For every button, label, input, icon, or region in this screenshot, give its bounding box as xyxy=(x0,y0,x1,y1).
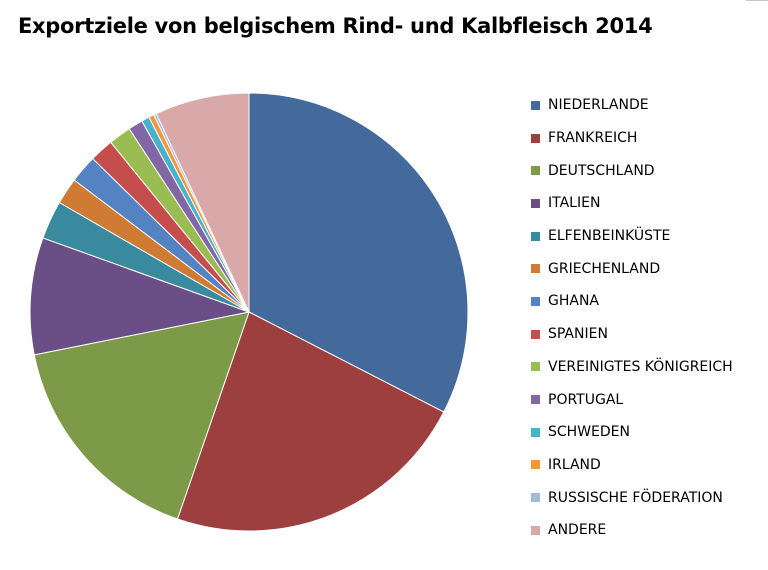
legend-label: FRANKREICH xyxy=(548,130,638,147)
legend-label: SCHWEDEN xyxy=(548,424,630,441)
legend-swatch xyxy=(531,166,540,176)
legend-label: VEREINIGTES KÖNIGREICH xyxy=(548,358,733,375)
pie-slice-andere xyxy=(155,92,250,313)
legend-label: ITALIEN xyxy=(548,195,601,212)
legend-swatch xyxy=(531,427,540,437)
legend-item: RUSSISCHE FÖDERATION xyxy=(531,481,733,514)
legend-swatch xyxy=(531,296,540,306)
legend-item: ELFENBEINKÜSTE xyxy=(531,220,733,253)
legend-item: VEREINIGTES KÖNIGREICH xyxy=(531,351,733,384)
legend-item: NIEDERLANDE xyxy=(531,89,733,122)
pie-slice-deutschland xyxy=(33,311,250,520)
legend-swatch xyxy=(531,133,540,143)
legend-label: SPANIEN xyxy=(548,326,608,343)
legend-label: GHANA xyxy=(548,293,600,310)
legend-swatch xyxy=(531,100,540,110)
legend-swatch xyxy=(531,525,540,535)
legend-swatch xyxy=(531,231,540,241)
legend-swatch xyxy=(531,460,540,470)
legend-label: ANDERE xyxy=(548,522,607,539)
legend-item: PORTUGAL xyxy=(531,383,733,416)
legend-label: PORTUGAL xyxy=(548,391,624,408)
legend-swatch xyxy=(531,264,540,274)
legend-swatch xyxy=(531,395,540,405)
legend-label: NIEDERLANDE xyxy=(548,97,649,114)
legend-swatch xyxy=(531,329,540,339)
legend-label: DEUTSCHLAND xyxy=(548,162,655,179)
legend-item: GHANA xyxy=(531,285,733,318)
legend: NIEDERLANDE FRANKREICH DEUTSCHLAND ITALIEN E… xyxy=(531,89,733,547)
legend-swatch xyxy=(531,493,540,503)
chart-title: Exportziele von belgischem Rind- und Kal… xyxy=(18,14,653,38)
legend-label: RUSSISCHE FÖDERATION xyxy=(548,489,723,506)
legend-label: GRIECHENLAND xyxy=(548,260,661,277)
legend-swatch xyxy=(531,362,540,372)
pie-slice-niederlande xyxy=(248,92,469,413)
legend-item: SCHWEDEN xyxy=(531,416,733,449)
legend-item: GRIECHENLAND xyxy=(531,252,733,285)
legend-item: FRANKREICH xyxy=(531,122,733,155)
legend-item: SPANIEN xyxy=(531,318,733,351)
legend-item: ITALIEN xyxy=(531,187,733,220)
pie-slice-frankreich xyxy=(176,311,445,532)
legend-item: IRLAND xyxy=(531,449,733,482)
legend-item: DEUTSCHLAND xyxy=(531,154,733,187)
corner-border xyxy=(746,0,768,7)
legend-swatch xyxy=(531,198,540,208)
legend-label: ELFENBEINKÜSTE xyxy=(548,228,671,245)
legend-item: ANDERE xyxy=(531,514,733,547)
legend-label: IRLAND xyxy=(548,456,601,473)
pie-slice-italien xyxy=(29,237,251,356)
